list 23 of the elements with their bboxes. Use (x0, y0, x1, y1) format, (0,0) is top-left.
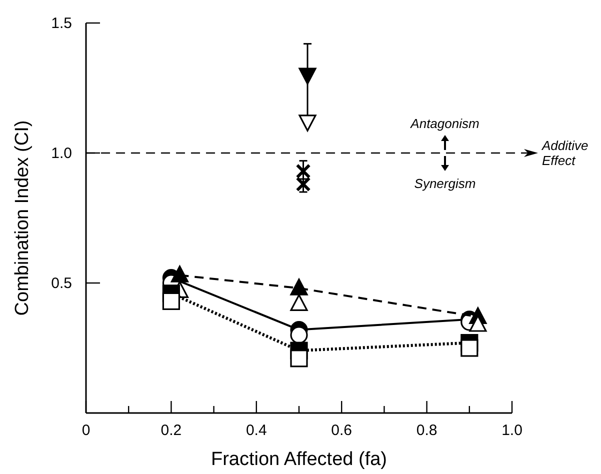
y-tick-label: 1.0 (51, 145, 72, 162)
x-axis-title: Fraction Affected (fa) (210, 449, 388, 470)
x-tick-label: 0.8 (416, 422, 438, 439)
y-tick-label: 1.5 (51, 15, 72, 32)
point (290, 294, 308, 311)
x-tick-label: 1.0 (502, 422, 522, 439)
point (460, 339, 478, 357)
y-axis-title: Combination Index (CI) (12, 120, 33, 316)
point (290, 278, 308, 296)
annotation: Antagonism (410, 116, 480, 131)
point (290, 326, 308, 344)
point (298, 114, 316, 132)
x-tick-label: 0.4 (246, 422, 267, 439)
ref-line-label: Additive Effect (541, 138, 588, 168)
point (162, 292, 180, 310)
y-tick-label: 0.5 (51, 275, 72, 292)
point (290, 350, 308, 368)
x-tick-label: 0 (82, 422, 90, 439)
annotation: Synergism (414, 176, 476, 191)
point (170, 266, 189, 282)
x-tick-label: 0.6 (331, 422, 352, 439)
point (298, 68, 316, 85)
x-tick-label: 0.2 (160, 422, 182, 439)
